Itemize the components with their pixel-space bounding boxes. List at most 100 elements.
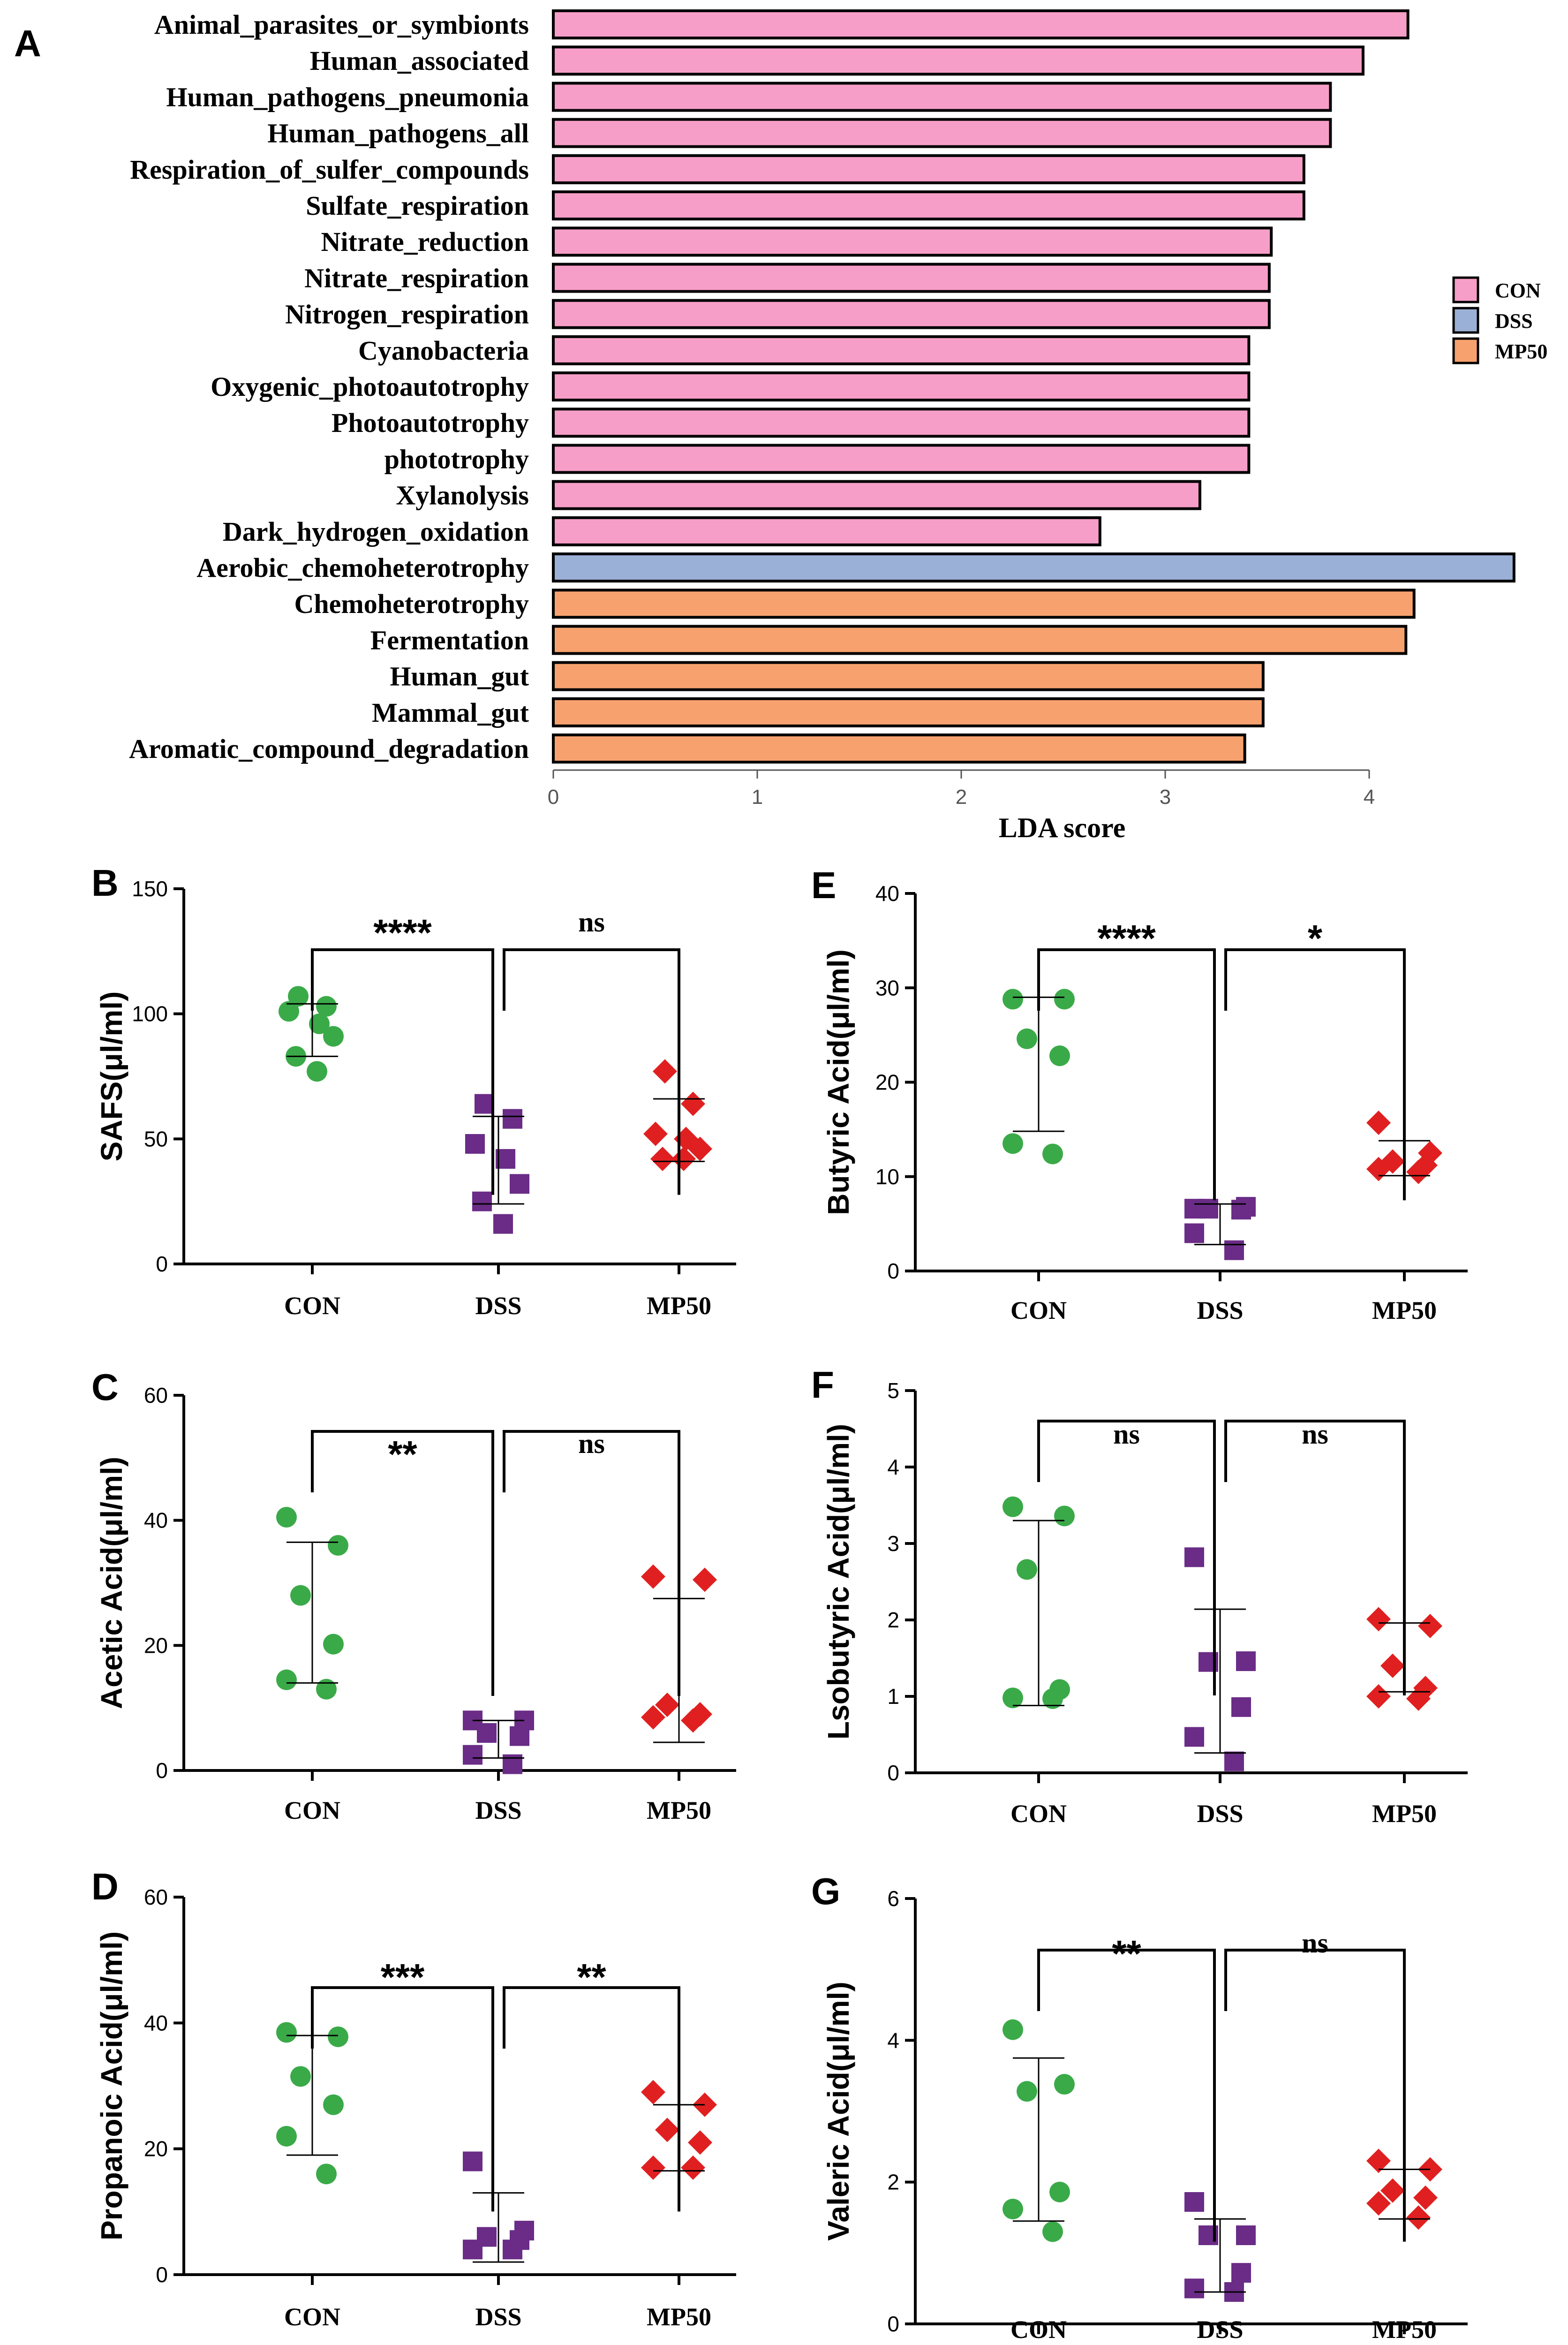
panel-b-safs-scatter: B 0 50 100 150 CON DSS MP50 SAFS(μl/ml) **** ns [91,862,736,1320]
lda-category-label: Human_pathogens_all [267,118,529,149]
lda-x-tick-label: 2 [956,786,967,809]
y-axis-title: Acetic Acid(μl/ml) [95,1457,128,1709]
data-point-dss [463,2239,482,2260]
y-tick-label: 0 [156,1758,168,1783]
significance-label: ns [578,1428,605,1459]
data-point-mp50 [1380,2178,1405,2203]
data-point-dss [1231,1200,1251,1220]
data-point-mp50 [650,1147,675,1171]
data-point-con [279,1001,299,1022]
significance-bracket [503,948,680,1195]
data-point-con [323,2094,344,2115]
significance-bracket [503,1430,680,1696]
y-tick-label: 0 [156,2262,168,2287]
y-axis-title: Lsobutyric Acid(μl/ml) [822,1424,855,1740]
data-point-con [288,986,309,1007]
significance-bracket [311,1430,494,1696]
significance-bracket [1224,1949,1406,2242]
lda-category-label: Human_gut [390,661,529,692]
lda-category-label: Mammal_gut [372,697,529,728]
y-tick-label: 0 [887,1761,899,1785]
data-point-mp50 [681,1091,705,1116]
lda-bar-photoautotrophy [552,408,1251,438]
significance-bracket [1037,948,1216,1201]
panel-f-isobutyric-scatter: F 0 1 2 3 4 5 CON DSS MP50 Lsobutyric Acid(μl/ml) n… [811,1364,1468,1828]
lda-category-label: Aromatic_compound_degradation [129,734,529,764]
lda-category-label: Aerobic_chemoheterotrophy [196,552,529,583]
lda-category-label: Cyanobacteria [358,335,529,366]
panel-label-d: D [91,1866,119,1907]
data-point-mp50 [653,1059,677,1084]
y-axis-title: Butyric Acid(μl/ml) [822,949,855,1215]
y-tick-label: 0 [887,2312,899,2336]
data-point-mp50 [1406,1159,1431,1184]
category-label-mp50: MP50 [647,1292,711,1320]
y-tick-label: 2 [887,1608,899,1632]
data-point-dss [463,1745,482,1765]
category-label-mp50: MP50 [647,1796,711,1824]
lda-bar-oxygenic_photoautotrophy [552,371,1251,401]
panel-label-f: F [811,1364,834,1406]
data-point-mp50 [688,2130,712,2155]
data-point-dss [1231,1697,1251,1717]
lda-bar-dark_hydrogen_oxidation [552,516,1101,546]
data-point-con [1054,1505,1075,1527]
category-label-con: CON [284,1292,340,1320]
panel-label-c: C [91,1366,119,1408]
data-point-dss [1184,1727,1204,1747]
y-tick-label: 40 [875,881,899,906]
category-label-mp50: MP50 [1372,1296,1437,1324]
data-point-mp50 [681,2155,705,2180]
panel-a-lda-chart: A Animal_parasites_or_symbionts Human_asso… [14,9,1547,843]
data-point-con [290,1585,311,1606]
significance-label: ** [388,1433,417,1475]
data-point-mp50 [688,1136,712,1161]
data-point-dss [1184,2278,1204,2299]
panel-g-valeric-scatter: G 0 2 4 6 CON DSS MP50 Valeric Acid(μl/ml) ** ns [811,1870,1468,2344]
lda-x-tick-label: 3 [1160,786,1171,809]
y-tick-label: 10 [875,1165,899,1189]
lda-category-label: Human_pathogens_pneumonia [166,82,529,112]
data-point-mp50 [1366,2148,1391,2173]
data-point-dss [1184,1223,1204,1243]
significance-label: ns [1113,1419,1140,1450]
lda-category-label: Nitrate_respiration [304,263,529,293]
data-point-dss [1184,2192,1204,2212]
data-point-con [290,2066,311,2087]
category-label-con: CON [1010,1800,1067,1828]
lda-category-label: Respiration_of_sulfer_compounds [130,154,529,185]
category-label-con: CON [1010,1296,1067,1324]
data-point-con [1017,1028,1037,1049]
significance-label: ns [578,907,605,938]
data-point-dss [472,1191,492,1211]
category-label-mp50: MP50 [1372,2315,1437,2344]
lda-bar-human_associated [552,45,1364,76]
data-point-con [1042,1143,1063,1165]
data-point-con [323,1026,344,1047]
significance-label: **** [373,912,432,953]
data-point-con [1042,2221,1063,2242]
y-tick-label: 2 [887,2170,899,2194]
category-label-con: CON [1010,2315,1067,2344]
y-tick-label: 20 [144,1633,168,1657]
y-axis-title: SAFS(μl/ml) [95,991,128,1162]
data-point-con [1054,989,1075,1010]
data-point-con [1042,1688,1063,1709]
lda-category-label: Dark_hydrogen_oxidation [223,516,529,547]
data-point-con [1054,2074,1075,2095]
y-tick-label: 30 [875,976,899,1000]
data-point-mp50 [1366,1607,1391,1632]
legend-label-con: CON [1495,279,1541,302]
panel-label-a: A [14,23,41,64]
lda-x-tick-label: 1 [752,786,763,809]
y-tick-label: 6 [887,1886,899,1911]
data-point-con [316,2163,337,2185]
lda-bar-human_gut [552,661,1265,691]
legend-swatch-dss [1452,307,1479,334]
category-label-dss: DSS [1197,2315,1243,2344]
lda-category-label: Human_associated [310,45,529,76]
lda-category-label: Xylanolysis [396,480,529,511]
data-point-dss [1224,1240,1244,1260]
data-point-mp50 [681,1708,705,1733]
